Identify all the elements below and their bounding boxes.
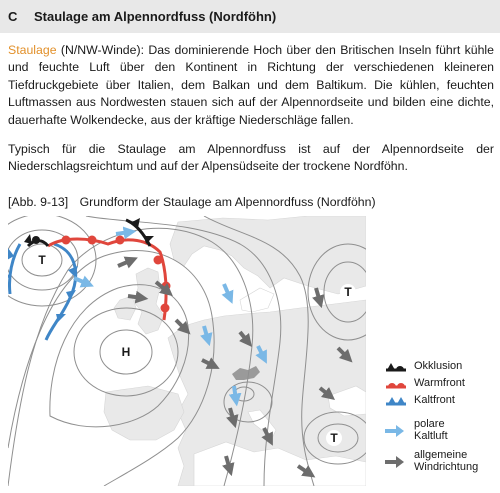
section-letter: C — [8, 9, 18, 24]
legend-item-cold-front: Kaltfront — [384, 394, 500, 408]
occlusion-symbol-icon — [386, 363, 406, 372]
pressure-labels: T T T H — [34, 252, 356, 446]
legend-item-wind: allgemeine Windrichtung — [384, 449, 500, 477]
legend-label-cold-front: Kaltfront — [414, 394, 455, 406]
sea-black — [327, 385, 366, 417]
alps-relief — [232, 366, 260, 380]
legend-item-polar-air: polare Kaltluft — [384, 418, 500, 446]
alps-shape — [232, 366, 260, 380]
legend-label-polar-air-1: polare — [414, 418, 445, 430]
keyword-staulage: Staulage — [8, 43, 57, 57]
wind-arrows — [117, 256, 353, 478]
legend-label-wind-1: allgemeine — [414, 449, 468, 461]
legend-label-warm-front: Warmfront — [414, 377, 465, 389]
polar-air-arrows — [73, 226, 267, 407]
isobars — [8, 216, 366, 486]
sea-areas — [193, 287, 366, 486]
land-iberia — [103, 385, 185, 441]
sea-baltic — [239, 287, 275, 313]
paragraph-staulage: Staulage (N/NW-Winde): Das dominierende … — [8, 42, 494, 129]
land-continent — [167, 299, 366, 486]
figure-title: Grundform der Staulage am Alpennordfuss … — [79, 195, 376, 209]
occlusion — [24, 218, 154, 248]
high-pressure-label: H — [122, 345, 131, 359]
sea-mediterranean — [193, 441, 366, 486]
figure-caption: [Abb. 9-13] Grundform der Staulage am Al… — [8, 195, 376, 209]
legend-item-warm-front: Warmfront — [384, 377, 500, 391]
paragraph-typisch: Typisch für die Staulage am Alpennordfus… — [8, 142, 494, 174]
paragraph-staulage-text: (N/NW-Winde): Das dominierende Hoch über… — [8, 43, 494, 127]
land-masses — [103, 216, 366, 486]
section-header: C Staulage am Alpennordfuss (Nordföhn) — [0, 0, 500, 33]
low-pressure-label-nw: T — [38, 253, 46, 267]
legend-label-occlusion: Okklusion — [414, 360, 463, 372]
legend-label-wind-2: Windrichtung — [414, 461, 479, 473]
weather-map: T T T H — [8, 216, 366, 486]
figure-number: [Abb. 9-13] — [8, 195, 69, 209]
low-pressure-label-ne: T — [344, 285, 352, 299]
legend-label-polar-air-2: Kaltluft — [414, 430, 448, 442]
cold-front — [8, 242, 78, 341]
polar-air-arrow-icon — [385, 425, 404, 437]
land-britain — [133, 267, 165, 335]
wind-direction-arrow-icon — [385, 456, 404, 468]
low-pressure-label-se: T — [330, 431, 338, 445]
section-title: Staulage am Alpennordfuss (Nordföhn) — [34, 9, 277, 24]
warm-front-symbol-icon — [386, 383, 406, 389]
legend-item-occlusion: Okklusion — [384, 360, 500, 374]
cold-front-symbol-icon — [386, 397, 406, 406]
